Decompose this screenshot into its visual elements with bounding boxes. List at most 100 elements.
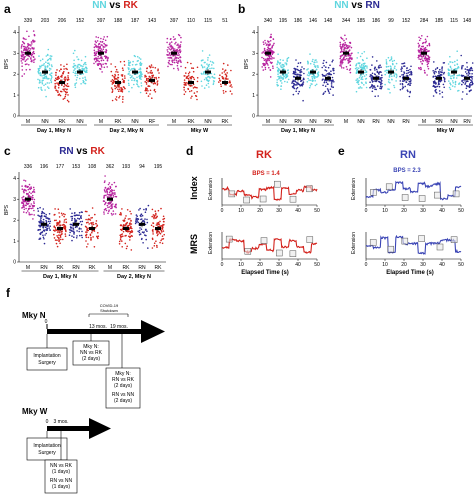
data-point [91,231,93,234]
data-point [268,66,270,69]
data-point [39,226,41,228]
panel-c-labels: 01234336M196RN177RK153RN108RK362M193RK94… [13,164,162,280]
data-point [437,81,440,83]
data-point [80,223,83,226]
data-point [183,89,185,91]
data-point [110,87,113,89]
extension-trace [221,237,318,255]
data-point [28,205,31,207]
data-point [160,207,162,210]
data-point [123,60,126,63]
data-point [152,233,154,235]
data-point [25,59,28,61]
data-point [153,217,155,220]
data-point [154,91,157,93]
data-point [388,88,390,91]
data-point [450,61,452,63]
data-point [30,198,33,200]
data-point [37,214,39,217]
data-point [329,88,332,90]
data-point [329,64,331,66]
data-point [427,65,429,68]
data-point [330,85,333,88]
mky-w-timeline-bar [47,426,91,431]
data-point [339,43,342,46]
data-point [273,42,275,45]
data-point [64,83,66,86]
data-point [48,64,51,66]
data-point [52,229,55,232]
data-point [424,41,427,44]
data-point [264,58,267,61]
data-point [96,224,99,227]
data-point [366,57,368,59]
data-point [43,212,46,215]
data-point [420,60,422,63]
data-point [297,92,300,95]
mean-marker [188,81,194,85]
data-point [60,238,62,241]
data-point [119,234,121,237]
data-point [281,78,284,80]
data-point [21,69,24,71]
x-tick-label: 40 [295,208,301,214]
data-point [357,83,360,86]
panel-d-xlabel: Elapsed Time (s) [241,270,289,276]
data-point [207,75,210,78]
data-point [46,217,49,219]
data-point [156,230,158,232]
data-point [80,211,83,213]
data-point [442,73,445,75]
data-point [111,83,114,85]
mky-w-box-3: RN vs NN [50,478,73,484]
x-tick-label: 50 [458,208,464,214]
data-point [28,47,30,49]
data-point [363,84,365,86]
data-point [272,65,274,67]
data-point [392,69,394,71]
data-point [340,61,343,63]
data-point [64,213,66,216]
data-point [357,87,360,89]
data-point [435,71,438,73]
data-point [325,74,328,76]
data-point [104,186,107,189]
data-point [179,48,181,51]
data-point [388,79,390,81]
data-point [211,61,214,63]
data-point [122,98,124,100]
x-tick-label: NN [309,119,317,125]
data-point [365,86,368,89]
mean-marker [325,76,331,80]
data-point [42,208,45,210]
data-point [41,64,43,67]
panel-d-row-label-index: Index [189,176,199,200]
data-point [426,63,429,66]
data-point [106,66,108,68]
data-point [435,83,437,85]
data-point [146,218,148,221]
data-point [43,76,46,79]
data-point [269,57,271,59]
count-label: 196 [40,164,49,170]
data-point [365,81,367,83]
x-tick-label: M [266,119,270,125]
data-point [457,66,460,69]
data-point [85,79,87,82]
data-point [70,215,72,218]
data-point [435,92,438,94]
data-point [270,55,273,57]
data-point [178,54,180,56]
data-point [454,80,457,83]
mean-marker [25,51,31,55]
data-point [147,77,150,80]
mky-w-zero: 0 [46,419,49,425]
mean-marker [343,51,349,55]
x-tick-label: RN [72,265,80,271]
data-point [213,67,215,70]
data-point [434,70,436,73]
data-point [390,65,392,68]
data-point [60,75,62,78]
data-point [145,92,148,94]
data-point [125,215,127,217]
